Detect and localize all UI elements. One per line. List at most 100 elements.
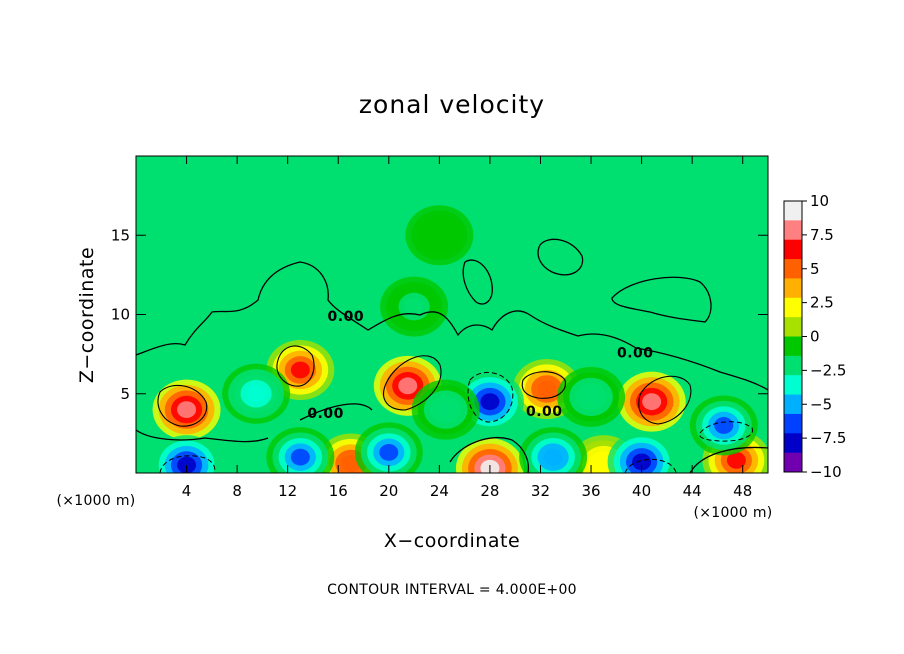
pos-contour-1 [157,384,208,427]
field-band [714,417,734,434]
colorbar-swatch [784,317,802,337]
colorbar-swatch [784,375,802,396]
field-band [632,453,652,471]
pos-contour-3 [638,375,692,425]
field-feature-21 [380,276,449,337]
zero-contour-lower-3 [689,446,768,473]
x-tick-label: 36 [581,482,600,500]
y-axis-label: Z−coordinate [76,247,98,383]
colorbar-swatch [784,259,802,279]
pos-contour-4 [521,371,566,399]
colorbar-swatch [784,452,802,473]
colorbar-swatch [784,220,802,241]
x-tick-label: 20 [379,482,398,500]
x-tick-label: 4 [182,482,192,500]
colorbar-swatch [784,297,802,318]
x-axis-label: X−coordinate [384,530,520,552]
y-tick-label: 15 [111,226,130,244]
colorbar-swatch [784,433,802,454]
field-band [177,456,197,473]
field-band [642,393,662,411]
field-band [398,377,418,395]
field-feature-5 [617,371,686,432]
contour-label: 0.00 [617,346,654,362]
x-tick-label: 40 [632,482,651,500]
colorbar-tick-label: 0 [810,328,820,346]
x-tick-label: 24 [430,482,449,500]
field-band [404,298,424,315]
neg-contour-3 [699,421,754,442]
zero-contour-main [136,261,768,391]
field-feature-19 [411,379,480,440]
field-feature-15 [519,427,588,473]
x-unit-left: (×1000 m) [56,493,135,509]
field-feature-20 [405,205,474,266]
field-band [726,451,746,469]
field-band [290,448,310,466]
colorbar-swatch [784,336,802,357]
field-feature-14 [266,427,335,473]
zero-contour-lower-2 [449,436,530,473]
colorbar-tick-label: −10 [810,463,842,481]
zero-contours [136,238,768,473]
x-tick-label: 12 [278,482,297,500]
field-band [379,443,399,461]
field-feature-18 [557,366,626,427]
colorbar-tick-label: −5 [810,395,832,413]
colorbar-swatch [784,413,802,434]
field-band [436,401,456,418]
neg-contour-4 [624,458,677,473]
x-tick-label: 16 [329,482,348,500]
field-band [177,401,197,418]
zero-contour-lower-4 [299,403,373,421]
colorbar: 10 7.5 5 2.5 0 −2.5 −5 −7.5 −10 [783,192,846,481]
y-axis: 5 10 15 [111,226,768,403]
field-band [341,455,361,472]
zero-contour-lower-1 [136,429,269,443]
field-feature-1 [152,379,221,440]
x-axis: 4 8 12 16 20 24 28 32 36 40 44 48 [182,156,752,500]
contour-labels: 0.00 0.00 0.00 0.00 [307,309,653,422]
colorbar-tick-label: 7.5 [810,226,834,244]
positive-contours [157,345,692,427]
field-band [480,393,500,411]
pos-contour-5 [276,345,315,387]
colorbar-swatch [784,394,802,415]
field-band [543,448,563,466]
contour-label: 0.00 [307,406,344,422]
neg-contour-1 [467,372,514,423]
x-tick-label: 32 [531,482,550,500]
field-feature-17 [689,395,758,456]
field-feature-12 [222,363,291,424]
colorbar-tick-label: 2.5 [810,294,834,312]
field-band [537,380,557,398]
negative-contours [159,372,754,473]
colorbar-tick-label: −2.5 [810,361,846,379]
chart-title: zonal velocity [359,90,545,119]
pos-contour-2 [383,355,442,411]
field-band [581,388,601,406]
field-band [290,361,310,379]
y-tick-label: 10 [111,306,130,324]
colorbar-tick-label: 10 [810,192,829,210]
zero-contour-blob-top-1 [537,238,584,276]
colorbar-swatch [784,355,802,376]
field-band [246,385,266,403]
x-unit-right: (×1000 m) [693,505,772,521]
y-tick-label: 5 [120,385,130,403]
contour-label: 0.00 [328,309,365,325]
contour-label: 0.00 [526,404,563,420]
x-tick-label: 28 [480,482,499,500]
colorbar-swatch [784,278,802,299]
colorbar-swatch [784,201,802,221]
plot-area [136,156,768,473]
zero-contour-blob-top-2 [611,276,712,323]
neg-contour-2 [159,455,216,473]
field-feature-6 [455,438,524,473]
field-blobs [152,205,768,473]
contour-interval-note: CONTOUR INTERVAL = 4.000E+00 [327,582,577,598]
x-tick-label: 48 [733,482,752,500]
field-band [429,226,449,244]
colorbar-tick-label: −7.5 [810,429,846,447]
colorbar-tick-label: 5 [810,260,820,278]
